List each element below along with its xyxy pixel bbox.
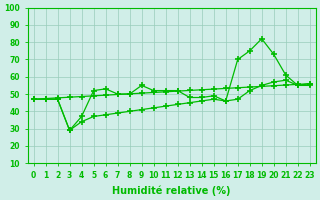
X-axis label: Humidité relative (%): Humidité relative (%)	[112, 185, 231, 196]
